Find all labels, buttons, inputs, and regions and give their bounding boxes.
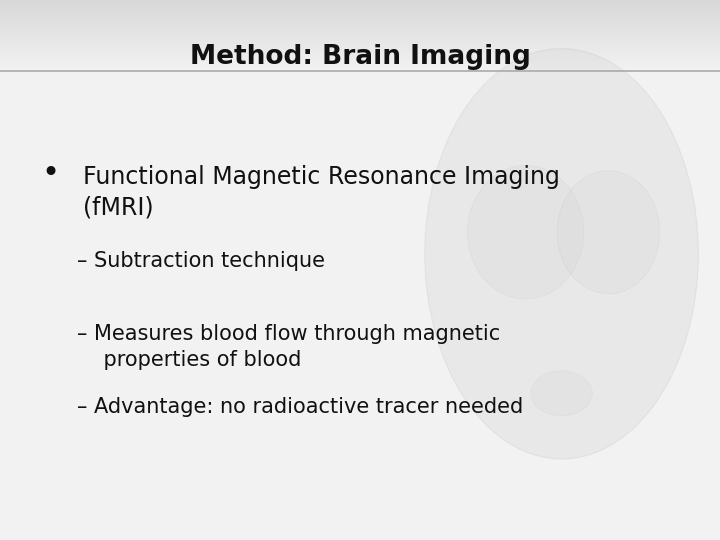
Ellipse shape <box>557 171 660 294</box>
Text: Method: Brain Imaging: Method: Brain Imaging <box>189 44 531 70</box>
Ellipse shape <box>531 371 593 416</box>
Ellipse shape <box>425 49 698 459</box>
Text: •: • <box>41 159 59 188</box>
Text: – Measures blood flow through magnetic
    properties of blood: – Measures blood flow through magnetic p… <box>77 324 500 369</box>
Text: – Subtraction technique: – Subtraction technique <box>77 251 325 271</box>
Text: – Advantage: no radioactive tracer needed: – Advantage: no radioactive tracer neede… <box>77 397 523 417</box>
Text: Functional Magnetic Resonance Imaging
(fMRI): Functional Magnetic Resonance Imaging (f… <box>83 165 559 219</box>
Ellipse shape <box>467 165 584 299</box>
